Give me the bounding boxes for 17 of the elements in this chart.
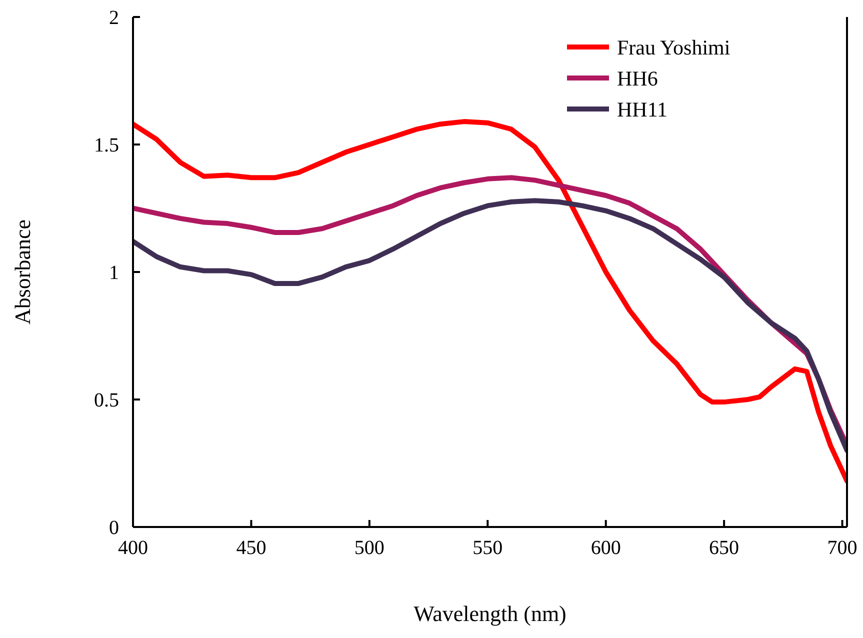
legend-label: HH11: [617, 97, 668, 122]
legend-label: HH6: [617, 66, 658, 90]
x-tick-label: 450: [236, 537, 266, 559]
x-tick-label: 500: [354, 537, 384, 559]
x-tick-label: 650: [709, 537, 740, 559]
y-tick-label: 0.5: [94, 390, 119, 412]
y-axis-title: Absorbance: [10, 219, 35, 325]
x-tick-label: 400: [118, 537, 148, 559]
y-tick-label: 1: [109, 262, 119, 284]
y-tick-label: 0: [109, 517, 119, 539]
legend-label: Frau Yoshimi: [617, 35, 730, 60]
y-tick-label: 2: [109, 7, 119, 29]
x-tick-label: 600: [590, 537, 621, 559]
x-tick-label: 700: [827, 537, 858, 559]
x-axis-title: Wavelength (nm): [414, 601, 566, 626]
x-tick-label: 550: [472, 537, 503, 559]
y-tick-label: 1.5: [94, 134, 119, 156]
